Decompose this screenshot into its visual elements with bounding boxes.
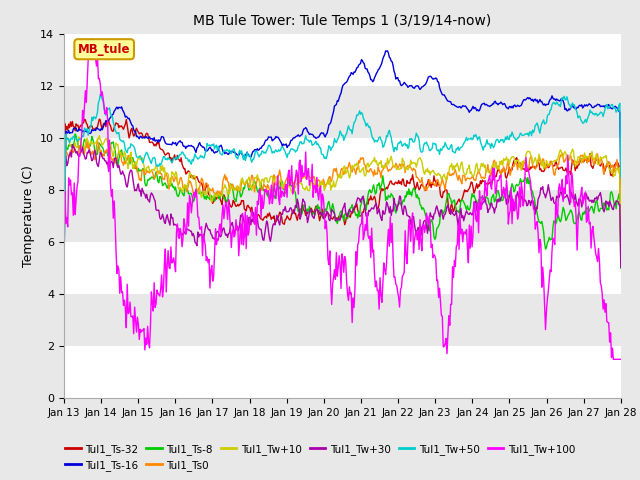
Tul1_Tw+30 bbox=[313, 206, 321, 212]
Tul1_Tw+10 bbox=[95, 133, 103, 139]
Tul1_Tw+50 bbox=[433, 147, 440, 153]
Text: MB_tule: MB_tule bbox=[78, 43, 131, 56]
Tul1_Tw+10 bbox=[480, 165, 488, 170]
Tul1_Tw+50 bbox=[204, 143, 212, 149]
Bar bbox=[64, 86, 621, 138]
Line: Tul1_Tw+50: Tul1_Tw+50 bbox=[64, 94, 621, 266]
Tul1_Tw+30 bbox=[159, 215, 167, 220]
Bar bbox=[64, 190, 621, 242]
Tul1_Tw+50 bbox=[97, 91, 104, 97]
Tul1_Tw+10 bbox=[313, 187, 321, 192]
Tul1_Ts0 bbox=[204, 182, 212, 188]
Tul1_Tw+50 bbox=[617, 174, 625, 180]
Tul1_Ts-8 bbox=[313, 206, 321, 212]
Tul1_Ts-16 bbox=[312, 135, 320, 141]
Tul1_Ts-32 bbox=[389, 181, 397, 187]
Tul1_Tw+10 bbox=[159, 168, 167, 174]
Bar bbox=[64, 138, 621, 190]
Tul1_Ts-16 bbox=[389, 62, 397, 68]
Bar bbox=[64, 242, 621, 294]
Line: Tul1_Tw+30: Tul1_Tw+30 bbox=[64, 144, 621, 267]
Tul1_Ts-8 bbox=[71, 131, 79, 137]
Tul1_Tw+100 bbox=[617, 357, 625, 362]
Tul1_Ts0 bbox=[159, 176, 167, 181]
Tul1_Tw+30 bbox=[204, 226, 212, 231]
Tul1_Ts-8 bbox=[389, 193, 397, 199]
Tul1_Tw+100 bbox=[204, 260, 212, 265]
Tul1_Tw+50 bbox=[60, 263, 68, 269]
Y-axis label: Temperature (C): Temperature (C) bbox=[22, 165, 35, 267]
Tul1_Tw+50 bbox=[480, 144, 488, 149]
Line: Tul1_Ts-32: Tul1_Ts-32 bbox=[64, 119, 621, 244]
Tul1_Tw+10 bbox=[389, 163, 397, 169]
Line: Tul1_Ts-8: Tul1_Ts-8 bbox=[64, 134, 621, 268]
Legend: Tul1_Ts-32, Tul1_Ts-16, Tul1_Ts-8, Tul1_Ts0, Tul1_Tw+10, Tul1_Tw+30, Tul1_Tw+50,: Tul1_Ts-32, Tul1_Ts-16, Tul1_Ts-8, Tul1_… bbox=[61, 439, 579, 475]
Tul1_Ts-16 bbox=[480, 100, 488, 106]
Tul1_Ts-16 bbox=[383, 48, 391, 54]
Tul1_Ts-32 bbox=[313, 204, 321, 209]
Tul1_Ts-32 bbox=[60, 211, 68, 216]
Title: MB Tule Tower: Tule Temps 1 (3/19/14-now): MB Tule Tower: Tule Temps 1 (3/19/14-now… bbox=[193, 14, 492, 28]
Line: Tul1_Ts0: Tul1_Ts0 bbox=[64, 140, 621, 248]
Line: Tul1_Tw+100: Tul1_Tw+100 bbox=[64, 39, 621, 360]
Tul1_Ts-32 bbox=[204, 190, 212, 195]
Tul1_Tw+100 bbox=[609, 357, 617, 362]
Tul1_Ts0 bbox=[433, 178, 440, 183]
Tul1_Ts-8 bbox=[159, 182, 167, 188]
Tul1_Tw+100 bbox=[88, 36, 96, 42]
Tul1_Tw+30 bbox=[60, 233, 68, 239]
Tul1_Ts-8 bbox=[60, 219, 68, 225]
Bar bbox=[64, 346, 621, 398]
Tul1_Tw+100 bbox=[60, 199, 68, 205]
Tul1_Tw+50 bbox=[159, 154, 167, 160]
Tul1_Tw+10 bbox=[204, 184, 212, 190]
Line: Tul1_Tw+10: Tul1_Tw+10 bbox=[64, 136, 621, 242]
Tul1_Tw+30 bbox=[480, 199, 488, 205]
Tul1_Ts-16 bbox=[617, 181, 625, 187]
Tul1_Ts-32 bbox=[480, 179, 488, 184]
Tul1_Ts0 bbox=[480, 176, 488, 181]
Tul1_Ts0 bbox=[389, 163, 397, 169]
Tul1_Tw+10 bbox=[433, 173, 440, 179]
Tul1_Ts-8 bbox=[204, 195, 212, 201]
Tul1_Ts-16 bbox=[433, 76, 440, 82]
Tul1_Ts-16 bbox=[159, 134, 166, 140]
Tul1_Tw+100 bbox=[480, 196, 488, 202]
Tul1_Tw+30 bbox=[389, 208, 397, 214]
Tul1_Tw+100 bbox=[389, 254, 397, 260]
Tul1_Tw+50 bbox=[313, 142, 321, 147]
Bar bbox=[64, 294, 621, 346]
Tul1_Tw+100 bbox=[313, 174, 321, 180]
Line: Tul1_Ts-16: Tul1_Ts-16 bbox=[64, 51, 621, 264]
Tul1_Ts0 bbox=[313, 180, 321, 186]
Tul1_Tw+30 bbox=[433, 203, 440, 209]
Bar bbox=[64, 34, 621, 86]
Tul1_Tw+50 bbox=[389, 144, 397, 150]
Tul1_Ts-16 bbox=[60, 262, 68, 267]
Tul1_Ts-32 bbox=[159, 148, 167, 154]
Tul1_Tw+30 bbox=[68, 142, 76, 147]
Tul1_Ts0 bbox=[617, 245, 625, 251]
Tul1_Ts-8 bbox=[617, 265, 625, 271]
Tul1_Ts-32 bbox=[95, 116, 103, 122]
Tul1_Ts-16 bbox=[204, 148, 211, 154]
Tul1_Ts-32 bbox=[433, 183, 440, 189]
Tul1_Tw+100 bbox=[433, 278, 440, 284]
Tul1_Ts0 bbox=[83, 137, 91, 143]
Tul1_Tw+100 bbox=[159, 285, 167, 290]
Tul1_Tw+10 bbox=[60, 225, 68, 231]
Tul1_Tw+30 bbox=[617, 264, 625, 270]
Tul1_Ts-8 bbox=[433, 226, 440, 231]
Tul1_Ts-32 bbox=[617, 241, 625, 247]
Tul1_Tw+10 bbox=[617, 239, 625, 245]
Tul1_Ts-8 bbox=[480, 195, 488, 201]
Tul1_Ts0 bbox=[60, 229, 68, 235]
